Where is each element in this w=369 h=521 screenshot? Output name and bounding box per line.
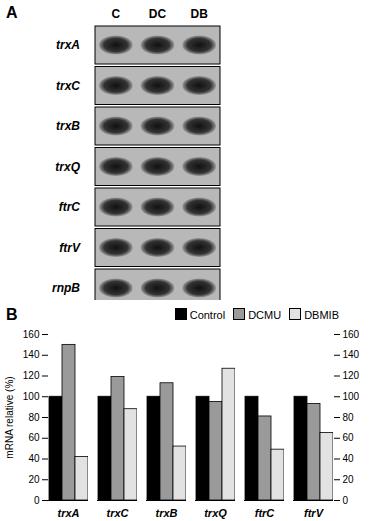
svg-text:120: 120 [343,370,360,381]
svg-text:160: 160 [343,329,360,340]
html-text:DCMU: DCMU [248,309,282,321]
svg-text:ftrV: ftrV [304,507,325,519]
svg-text:DC: DC [149,7,167,21]
svg-text:20: 20 [343,474,355,485]
svg-text:rnpB: rnpB [52,281,80,295]
svg-text:140: 140 [23,349,40,360]
svg-text:ftrC: ftrC [59,200,81,214]
svg-text:40: 40 [28,453,40,464]
svg-text:trxB: trxB [155,507,177,519]
svg-text:trxC: trxC [106,507,129,519]
svg-text:60: 60 [28,432,40,443]
svg-text:trxA: trxA [56,38,80,52]
svg-text:A: A [6,4,18,21]
html-text:DBMIB: DBMIB [304,309,339,321]
svg-text:0: 0 [343,495,349,506]
html-text:B: B [6,306,18,323]
svg-text:DB: DB [190,7,208,21]
svg-text:ftrC: ftrC [255,507,276,519]
svg-text:trxQ: trxQ [55,160,80,174]
svg-text:mRNA relative (%): mRNA relative (%) [4,376,15,458]
svg-text:C: C [111,7,120,21]
svg-text:0: 0 [34,495,40,506]
svg-text:trxB: trxB [56,119,80,133]
svg-text:40: 40 [343,453,355,464]
svg-text:trxQ: trxQ [204,507,227,519]
svg-text:100: 100 [343,391,360,402]
svg-text:140: 140 [343,349,360,360]
svg-text:trxC: trxC [56,79,80,93]
svg-text:100: 100 [23,391,40,402]
svg-text:160: 160 [23,329,40,340]
svg-text:60: 60 [343,432,355,443]
svg-text:120: 120 [23,370,40,381]
html-text:Control: Control [189,309,226,321]
svg-text:20: 20 [28,474,40,485]
svg-text:80: 80 [343,412,355,423]
svg-text:ftrV: ftrV [59,241,81,255]
svg-text:80: 80 [28,412,40,423]
svg-text:trxA: trxA [57,507,79,519]
